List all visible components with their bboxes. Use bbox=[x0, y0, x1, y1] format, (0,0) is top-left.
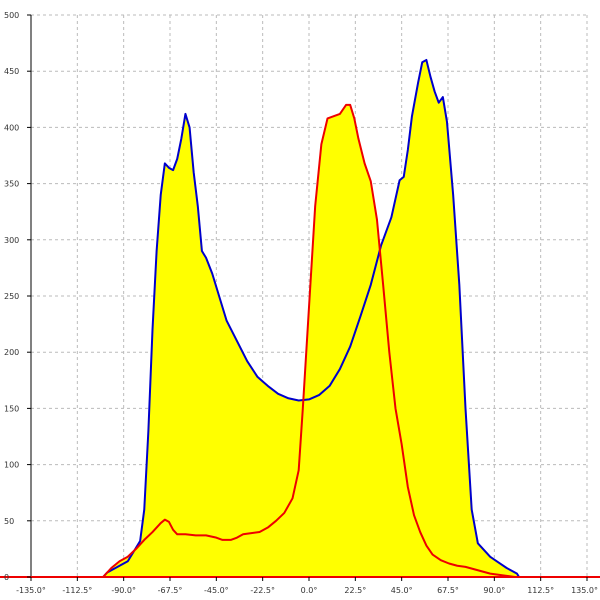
x-tick-label: 0.0° bbox=[301, 586, 318, 595]
y-tick-label: 100 bbox=[4, 461, 19, 470]
filled-areas bbox=[103, 59, 520, 578]
y-tick-label: 450 bbox=[4, 67, 19, 76]
x-tick-label: 22.5° bbox=[344, 586, 366, 595]
series-line-1 bbox=[102, 103, 516, 578]
x-tick-label: 45.0° bbox=[391, 586, 413, 595]
x-tick-label: -112.5° bbox=[62, 586, 92, 595]
x-tick-label: 67.5° bbox=[437, 586, 459, 595]
series-line-0 bbox=[102, 58, 520, 578]
y-tick-labels: 0 50 100 150 200 250 300 350 400 450 500 bbox=[4, 11, 19, 582]
series-lines bbox=[102, 58, 520, 578]
x-tick-label: -22.5° bbox=[250, 586, 275, 595]
series-area-1 bbox=[103, 104, 515, 578]
axes bbox=[0, 14, 600, 581]
y-tick-label: 500 bbox=[4, 11, 19, 20]
x-tick-label: 135.0° bbox=[571, 586, 598, 595]
x-tick-label: 90.0° bbox=[483, 586, 505, 595]
x-tick-labels: -135.0° -112.5° -90.0° -67.5° -45.0° -22.5° 0.… bbox=[16, 586, 598, 595]
y-tick-label: 400 bbox=[4, 123, 19, 132]
y-tick-label: 250 bbox=[4, 292, 19, 301]
y-tick-label: 350 bbox=[4, 180, 19, 189]
y-tick-label: 150 bbox=[4, 404, 19, 413]
y-tick-label: 0 bbox=[4, 573, 9, 582]
x-tick-label: -90.0° bbox=[111, 586, 136, 595]
series-area-0 bbox=[103, 59, 520, 577]
x-tick-label: 112.5° bbox=[527, 586, 554, 595]
x-tick-label: -67.5° bbox=[158, 586, 183, 595]
x-tick-label: -135.0° bbox=[16, 586, 46, 595]
y-tick-label: 300 bbox=[4, 236, 19, 245]
x-tick-label: -45.0° bbox=[204, 586, 229, 595]
y-tick-label: 200 bbox=[4, 348, 19, 357]
y-tick-label: 50 bbox=[4, 517, 14, 526]
